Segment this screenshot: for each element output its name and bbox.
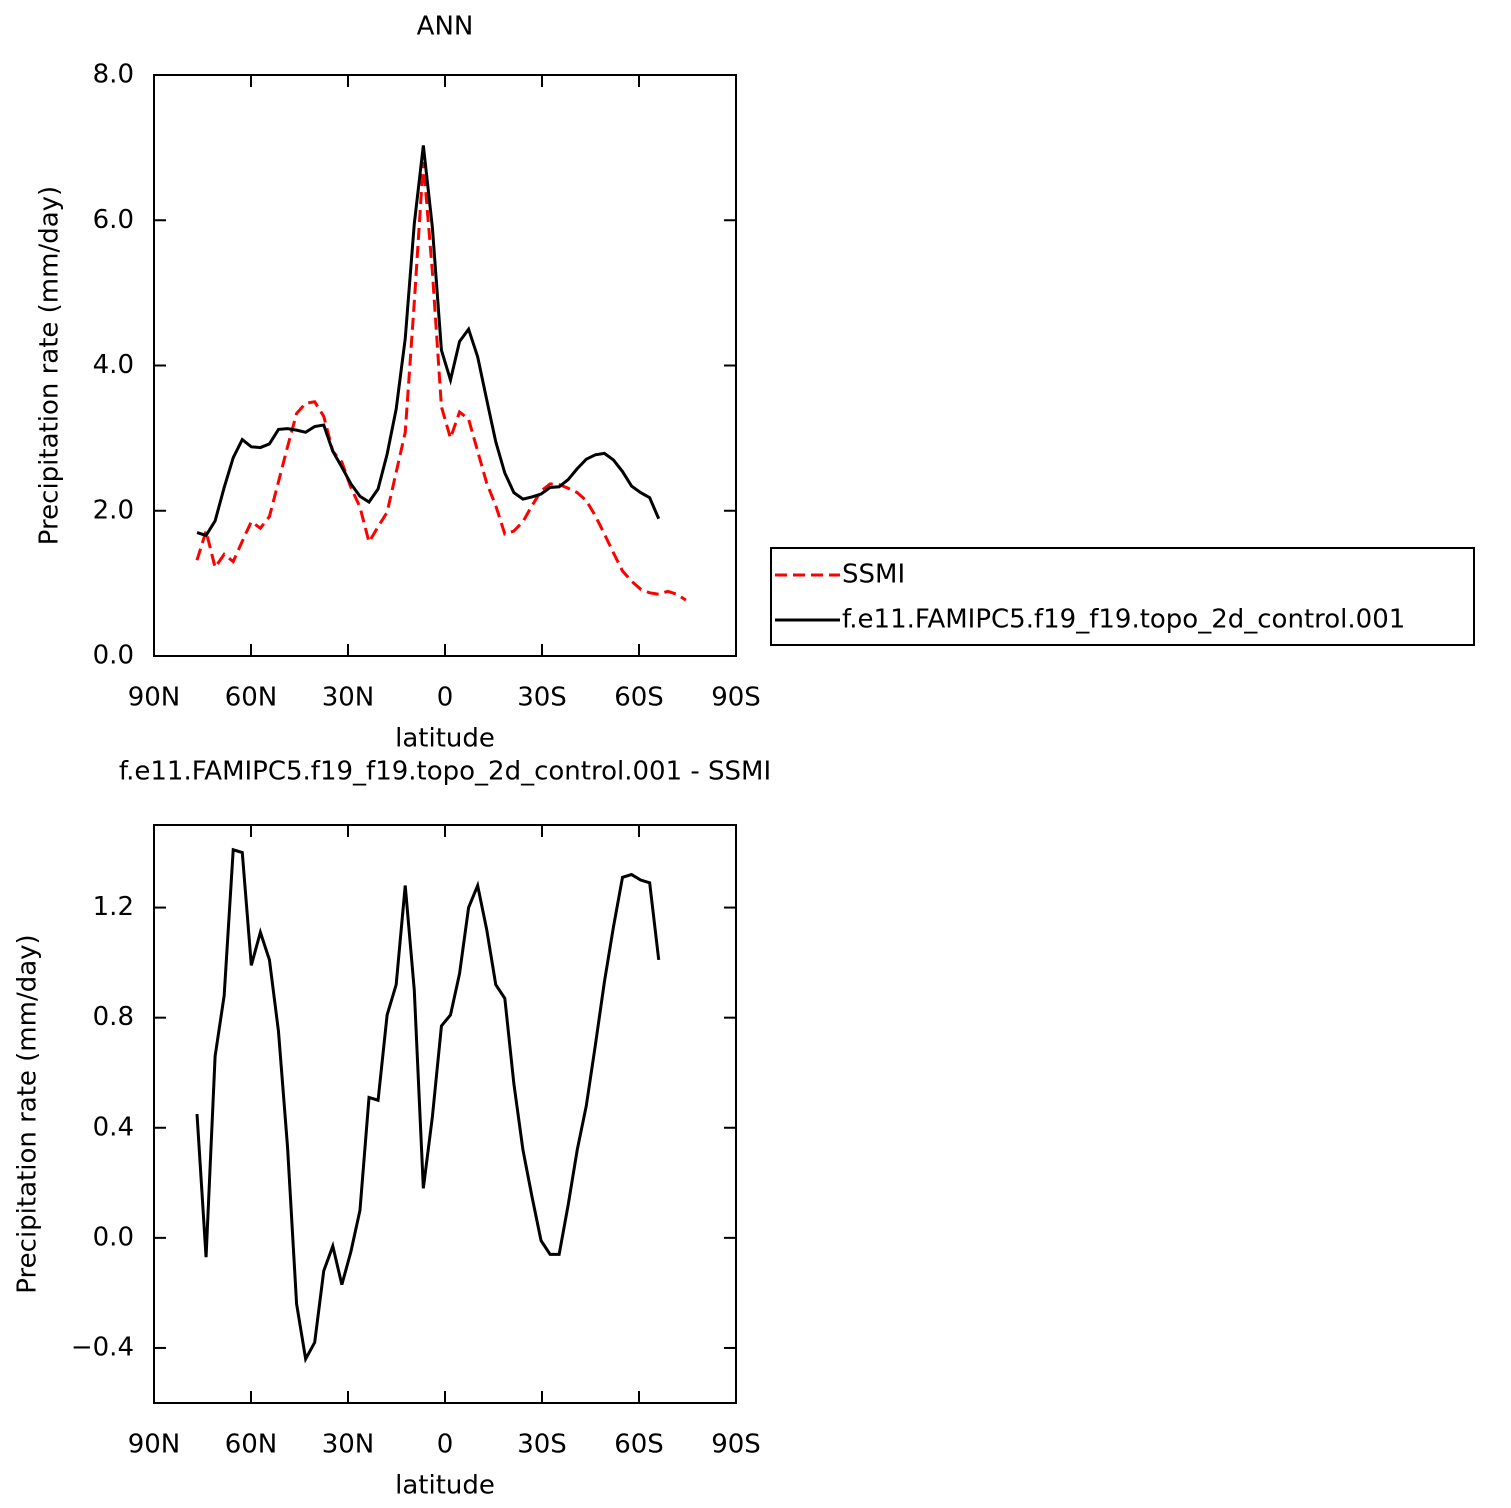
x-tick-label: 90S <box>711 683 761 713</box>
data-line <box>195 847 661 1364</box>
x-tick-label: 30N <box>322 683 375 713</box>
y-tick-label: 8.0 <box>93 60 134 90</box>
x-axis-label: latitude <box>395 724 495 754</box>
x-axis-label: latitude <box>395 1471 495 1501</box>
x-tick-label: 60N <box>225 1430 278 1460</box>
y-tick-label: 4.0 <box>93 350 134 380</box>
y-tick-label: 0.0 <box>93 641 134 671</box>
x-tick-label: 90N <box>128 683 181 713</box>
x-tick-label: 60S <box>614 1430 664 1460</box>
y-tick-label: 1.2 <box>93 892 134 922</box>
x-tick-label: 60S <box>614 683 664 713</box>
y-tick-label: 0.8 <box>93 1002 134 1032</box>
y-tick-label: 2.0 <box>93 495 134 525</box>
legend-label: SSMI <box>842 560 905 590</box>
x-tick-label: 0 <box>437 683 454 713</box>
chart-title: f.e11.FAMIPC5.f19_f19.topo_2d_control.00… <box>119 757 771 787</box>
y-axis-label: Precipitation rate (mm/day) <box>13 934 43 1293</box>
plot-frame <box>153 824 737 1404</box>
data-line <box>195 162 687 602</box>
chart-title: ANN <box>417 12 474 42</box>
y-tick-label: 0.0 <box>93 1222 134 1252</box>
x-tick-label: 60N <box>225 683 278 713</box>
legend-box <box>770 547 1475 646</box>
x-tick-label: 30N <box>322 1430 375 1460</box>
legend-label: f.e11.FAMIPC5.f19_f19.topo_2d_control.00… <box>842 605 1405 635</box>
x-tick-label: 30S <box>517 683 567 713</box>
x-tick-label: 0 <box>437 1430 454 1460</box>
x-tick-label: 90S <box>711 1430 761 1460</box>
y-tick-label: 0.4 <box>93 1112 134 1142</box>
data-line <box>196 145 661 538</box>
x-tick-label: 90N <box>128 1430 181 1460</box>
y-tick-label: −0.4 <box>71 1332 134 1362</box>
x-tick-label: 30S <box>517 1430 567 1460</box>
y-axis-label: Precipitation rate (mm/day) <box>35 186 65 545</box>
y-tick-label: 6.0 <box>93 205 134 235</box>
